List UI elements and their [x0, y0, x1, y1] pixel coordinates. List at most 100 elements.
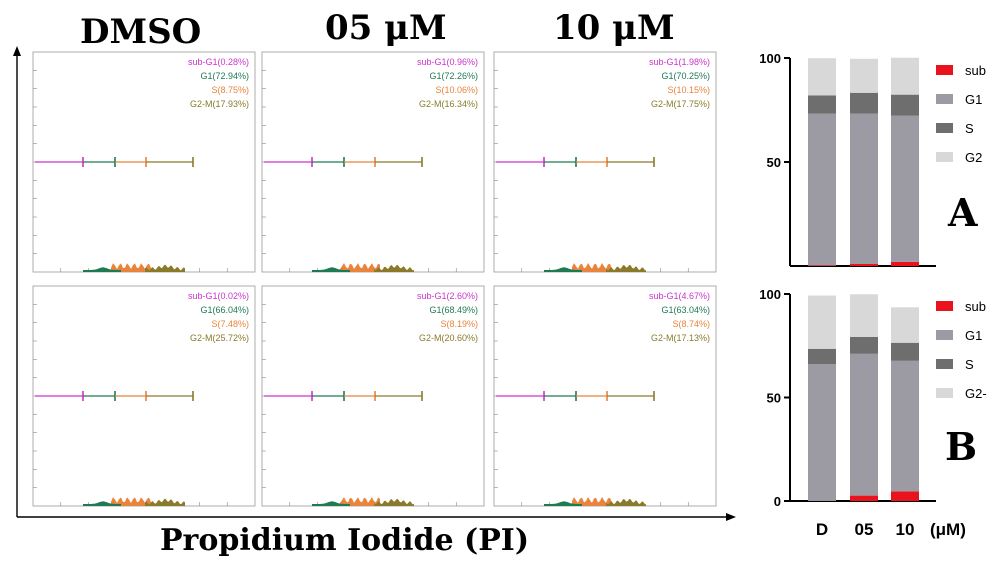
bar-segment-g1 [808, 113, 836, 266]
phase-label: G2-M(16.34%) [419, 99, 478, 109]
legend-swatch [936, 65, 953, 75]
legend-swatch [936, 330, 953, 340]
bar-segment-s [808, 348, 836, 365]
phase-label: G1(72.94%) [200, 71, 249, 81]
phase-label: S(8.75%) [211, 85, 249, 95]
bar-chart-b: 100 50 0 D 05 10 (μM) sub G1 S G2- B [759, 287, 987, 539]
bar-segment-g2-m [850, 58, 878, 93]
bar-y-tick-label: 50 [767, 391, 781, 406]
bar-y-tick-label: 100 [759, 287, 781, 302]
panel-label: A [947, 190, 978, 235]
legend-swatch [936, 301, 953, 311]
histogram-panel: sub-G1(0.02%) G1(66.04%) S(7.48%) G2-M(25.7… [32, 285, 256, 507]
bar-x-unit: (μM) [930, 520, 966, 539]
legend-swatch [936, 94, 953, 104]
panel-label: B [945, 424, 977, 469]
bar-segment-s [850, 92, 878, 114]
g2m-peak [145, 498, 185, 506]
phase-label: G2-M(17.13%) [651, 333, 710, 343]
phase-label: sub-G1(1.98%) [649, 57, 710, 67]
bar-segment-g1 [850, 353, 878, 496]
legend-swatch [936, 359, 953, 369]
phase-label: S(8.74%) [672, 319, 710, 329]
phase-label: S(10.15%) [667, 85, 710, 95]
phase-label: G1(70.25%) [661, 71, 710, 81]
phase-label: S(8.19%) [440, 319, 478, 329]
phase-label: G1(72.26%) [429, 71, 478, 81]
legend-swatch [936, 123, 953, 133]
x-axis-title: Propidium Iodide (PI) [160, 523, 530, 558]
histogram-panel: sub-G1(1.98%) G1(70.25%) S(10.15%) G2-M(17.… [493, 51, 717, 273]
legend-swatch [936, 152, 953, 162]
legend-label: G1 [965, 92, 982, 107]
bar-segment-g2-m [891, 57, 919, 95]
phase-label: G2-M(17.75%) [651, 99, 710, 109]
bar-segment-sub-g1 [850, 264, 878, 266]
legend-swatch [936, 388, 953, 398]
bar-segment-s [850, 336, 878, 354]
bar-segment-sub-g1 [891, 491, 919, 501]
phase-label: S(10.06%) [435, 85, 478, 95]
x-axis-arrow [726, 513, 736, 521]
bar-x-tick-label: D [816, 520, 828, 539]
phase-label: sub-G1(4.67%) [649, 291, 710, 301]
flow-histogram-grid: sub-G1(0.28%) G1(72.94%) S(8.75%) G2-M(17.9… [13, 46, 736, 521]
phase-label: G1(68.49%) [429, 305, 478, 315]
legend-label: S [965, 357, 974, 372]
histogram-panel: sub-G1(0.28%) G1(72.94%) S(8.75%) G2-M(17.9… [32, 51, 256, 273]
legend-label: G2 [965, 150, 982, 165]
phase-label: sub-G1(0.96%) [417, 57, 478, 67]
legend-label: G2- [965, 386, 987, 401]
bar-y-tick-label: 50 [767, 155, 781, 170]
g1-peak [83, 501, 121, 506]
legend-label: sub [965, 299, 986, 314]
histogram-panel: sub-G1(0.96%) G1(72.26%) S(10.06%) G2-M(16.… [261, 51, 485, 273]
g1-peak [544, 501, 582, 506]
bar-segment-g2-m [850, 294, 878, 337]
bar-segment-sub-g1 [850, 495, 878, 501]
legend-label: sub [965, 63, 986, 78]
s-phase-area [111, 263, 151, 272]
g1-peak [83, 267, 121, 272]
s-phase-area [572, 263, 612, 272]
g1-peak [544, 267, 582, 272]
column-title-10um: 10 μM [553, 8, 675, 48]
column-title-05um: 05 μM [325, 8, 447, 48]
g2m-peak [606, 264, 646, 272]
bar-x-tick-label: 10 [896, 520, 915, 539]
phase-label: sub-G1(2.60%) [417, 291, 478, 301]
phase-label: sub-G1(0.02%) [188, 291, 249, 301]
bar-segment-g1 [891, 360, 919, 492]
g1-peak [312, 501, 350, 506]
bar-segment-g1 [850, 113, 878, 265]
bar-y-tick-label: 100 [759, 51, 781, 66]
bar-segment-s [891, 94, 919, 116]
phase-label: G1(66.04%) [200, 305, 249, 315]
bar-y-tick-label: 0 [774, 494, 781, 509]
phase-label: G2-M(25.72%) [190, 333, 249, 343]
histogram-panel: sub-G1(2.60%) G1(68.49%) S(8.19%) G2-M(20.6… [261, 285, 485, 507]
bar-segment-g2-m [891, 307, 919, 343]
bar-segment-sub-g1 [891, 261, 919, 266]
g1-peak [312, 267, 350, 272]
bar-segment-g2-m [808, 58, 836, 96]
g2m-peak [606, 498, 646, 506]
bar-segment-s [808, 95, 836, 114]
bar-chart-a: 100 50 sub G1 S G2 A [759, 51, 986, 267]
bar-segment-g2-m [808, 295, 836, 349]
bar-x-tick-label: 05 [855, 520, 874, 539]
g2m-peak [145, 264, 185, 272]
s-phase-area [340, 497, 380, 506]
bar-segment-g1 [808, 364, 836, 501]
s-phase-area [111, 497, 151, 506]
histogram-panel: sub-G1(4.67%) G1(63.04%) S(8.74%) G2-M(17.1… [493, 285, 717, 507]
phase-label: G2-M(20.60%) [419, 333, 478, 343]
legend-label: S [965, 121, 974, 136]
y-axis-arrow [13, 46, 21, 56]
s-phase-area [340, 263, 380, 272]
s-phase-area [572, 497, 612, 506]
legend-label: G1 [965, 328, 982, 343]
phase-label: sub-G1(0.28%) [188, 57, 249, 67]
g2m-peak [374, 498, 414, 506]
bar-segment-sub-g1 [808, 265, 836, 266]
